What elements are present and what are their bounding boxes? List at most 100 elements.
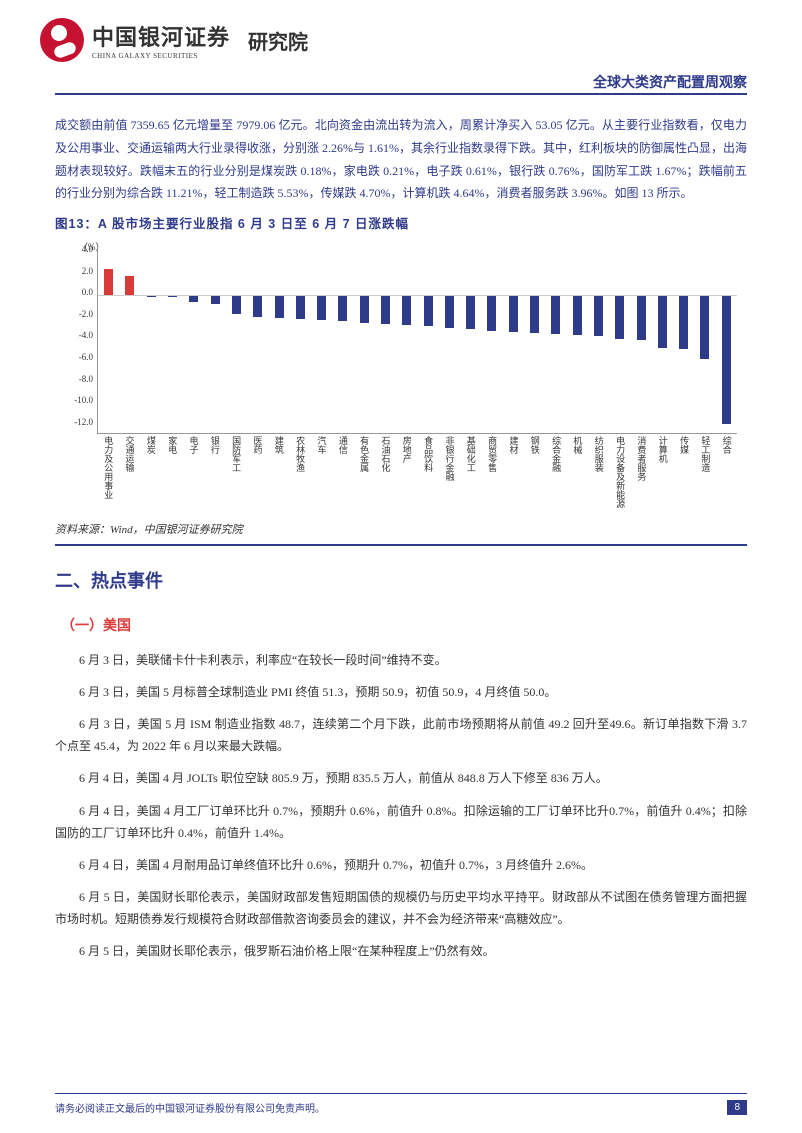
bar-slot xyxy=(588,249,609,433)
bar-slot xyxy=(247,249,268,433)
x-label: 房地产 xyxy=(396,436,417,516)
logo-icon xyxy=(40,18,84,62)
bar xyxy=(615,295,624,339)
event-paragraph: 6 月 5 日，美国财长耶伦表示，美国财政部发售短期国债的规模仍与历史平均水平持… xyxy=(55,886,747,930)
bar xyxy=(104,269,113,295)
bar xyxy=(317,295,326,320)
bar xyxy=(722,295,731,424)
bar xyxy=(445,295,454,328)
x-label: 综合金融 xyxy=(545,436,566,516)
chart-x-labels: 电力及公用事业交通运输煤炭家电电子银行国防军工医药建筑农林牧渔汽车通信有色金属石… xyxy=(97,436,737,516)
x-label: 石油石化 xyxy=(374,436,395,516)
bar xyxy=(360,295,369,323)
bar-slot xyxy=(503,249,524,433)
bar-slot xyxy=(673,249,694,433)
bar-slot xyxy=(98,249,119,433)
x-label: 汽车 xyxy=(310,436,331,516)
event-paragraph: 6 月 4 日，美国 4 月耐用品订单终值环比升 0.6%，预期升 0.7%，初… xyxy=(55,854,747,876)
bar xyxy=(211,295,220,304)
x-label: 有色金属 xyxy=(353,436,374,516)
bar xyxy=(466,295,475,330)
events-list: 6 月 3 日，美联储卡什卡利表示，利率应“在较长一段时间”维持不变。 6 月 3… xyxy=(55,649,747,963)
y-tick: -8.0 xyxy=(79,371,93,388)
x-label: 医药 xyxy=(246,436,267,516)
section-2-heading: 二、热点事件 xyxy=(55,564,747,598)
bar xyxy=(296,295,305,319)
bar-slot xyxy=(652,249,673,433)
y-tick: -4.0 xyxy=(79,327,93,344)
logo-area: 中国银河证券 CHINA GALAXY SECURITIES 研究院 xyxy=(40,18,762,62)
bar xyxy=(424,295,433,326)
report-series-title: 全球大类资产配置周观察 xyxy=(593,72,747,92)
bar-slot xyxy=(141,249,162,433)
event-paragraph: 6 月 3 日，美联储卡什卡利表示，利率应“在较长一段时间”维持不变。 xyxy=(55,649,747,671)
x-label: 计算机 xyxy=(652,436,673,516)
event-paragraph: 6 月 4 日，美国 4 月工厂订单环比升 0.7%，预期升 0.6%，前值升 … xyxy=(55,800,747,844)
figure-source: 资料来源：Wind，中国银河证券研究院 xyxy=(55,520,747,546)
bar xyxy=(573,295,582,335)
logo-en: CHINA GALAXY SECURITIES xyxy=(92,52,230,60)
x-label: 建筑 xyxy=(268,436,289,516)
x-label: 建材 xyxy=(502,436,523,516)
bar-slot xyxy=(119,249,140,433)
bar xyxy=(189,295,198,302)
bar xyxy=(381,295,390,324)
x-label: 农林牧渔 xyxy=(289,436,310,516)
bar xyxy=(275,295,284,318)
x-label: 传媒 xyxy=(673,436,694,516)
bar xyxy=(679,295,688,349)
chart-bars xyxy=(98,249,737,433)
bar xyxy=(658,295,667,348)
footer-divider xyxy=(55,1093,747,1094)
bar xyxy=(253,295,262,317)
bar-slot xyxy=(183,249,204,433)
page-footer: 请务必阅读正文最后的中国银河证券股份有限公司免责声明。 8 xyxy=(0,1093,802,1115)
bar xyxy=(232,295,241,314)
bar-slot xyxy=(567,249,588,433)
bar xyxy=(700,295,709,359)
footer-disclaimer: 请务必阅读正文最后的中国银河证券股份有限公司免责声明。 xyxy=(55,1100,325,1115)
bar-slot xyxy=(439,249,460,433)
event-paragraph: 6 月 3 日，美国 5 月 ISM 制造业指数 48.7，连续第二个月下跌，此… xyxy=(55,713,747,757)
bar-slot xyxy=(375,249,396,433)
bar-slot xyxy=(481,249,502,433)
x-label: 食品饮料 xyxy=(417,436,438,516)
logo-cn: 中国银河证券 xyxy=(92,20,230,52)
bar xyxy=(530,295,539,333)
bar-slot xyxy=(204,249,225,433)
x-label: 基础化工 xyxy=(460,436,481,516)
figure-13-title: 图13：A 股市场主要行业股指 6 月 3 日至 6 月 7 日涨跌幅 xyxy=(55,213,747,237)
x-label: 轻工制造 xyxy=(694,436,715,516)
report-header: 中国银河证券 CHINA GALAXY SECURITIES 研究院 全球大类资… xyxy=(0,0,802,90)
bar-slot xyxy=(460,249,481,433)
bar-slot xyxy=(311,249,332,433)
content-area: 成交额由前值 7359.65 亿元增量至 7979.06 亿元。北向资金由流出转… xyxy=(0,90,802,963)
bar xyxy=(402,295,411,325)
x-label: 家电 xyxy=(161,436,182,516)
bar-slot xyxy=(609,249,630,433)
x-label: 电子 xyxy=(182,436,203,516)
intro-paragraph: 成交额由前值 7359.65 亿元增量至 7979.06 亿元。北向资金由流出转… xyxy=(55,114,747,205)
page-number: 8 xyxy=(727,1100,747,1115)
y-tick: -2.0 xyxy=(79,306,93,323)
y-tick: -10.0 xyxy=(74,392,93,409)
x-label: 电力及公用事业 xyxy=(97,436,118,516)
bar-slot xyxy=(354,249,375,433)
figure-13-chart: （%） 4.02.00.0-2.0-4.0-6.0-8.0-10.0-12.0 … xyxy=(55,241,747,516)
x-label: 通信 xyxy=(332,436,353,516)
header-divider xyxy=(55,93,747,95)
x-label: 机械 xyxy=(566,436,587,516)
bar-slot xyxy=(268,249,289,433)
chart-plot-area xyxy=(97,249,737,434)
x-label: 钢铁 xyxy=(524,436,545,516)
bar xyxy=(509,295,518,332)
bar-slot xyxy=(332,249,353,433)
bar-slot xyxy=(226,249,247,433)
x-label: 纺织服装 xyxy=(588,436,609,516)
bar xyxy=(125,276,134,295)
bar-slot xyxy=(716,249,737,433)
x-label: 国防军工 xyxy=(225,436,246,516)
bar-slot xyxy=(630,249,651,433)
bar-slot xyxy=(417,249,438,433)
bar-slot xyxy=(290,249,311,433)
